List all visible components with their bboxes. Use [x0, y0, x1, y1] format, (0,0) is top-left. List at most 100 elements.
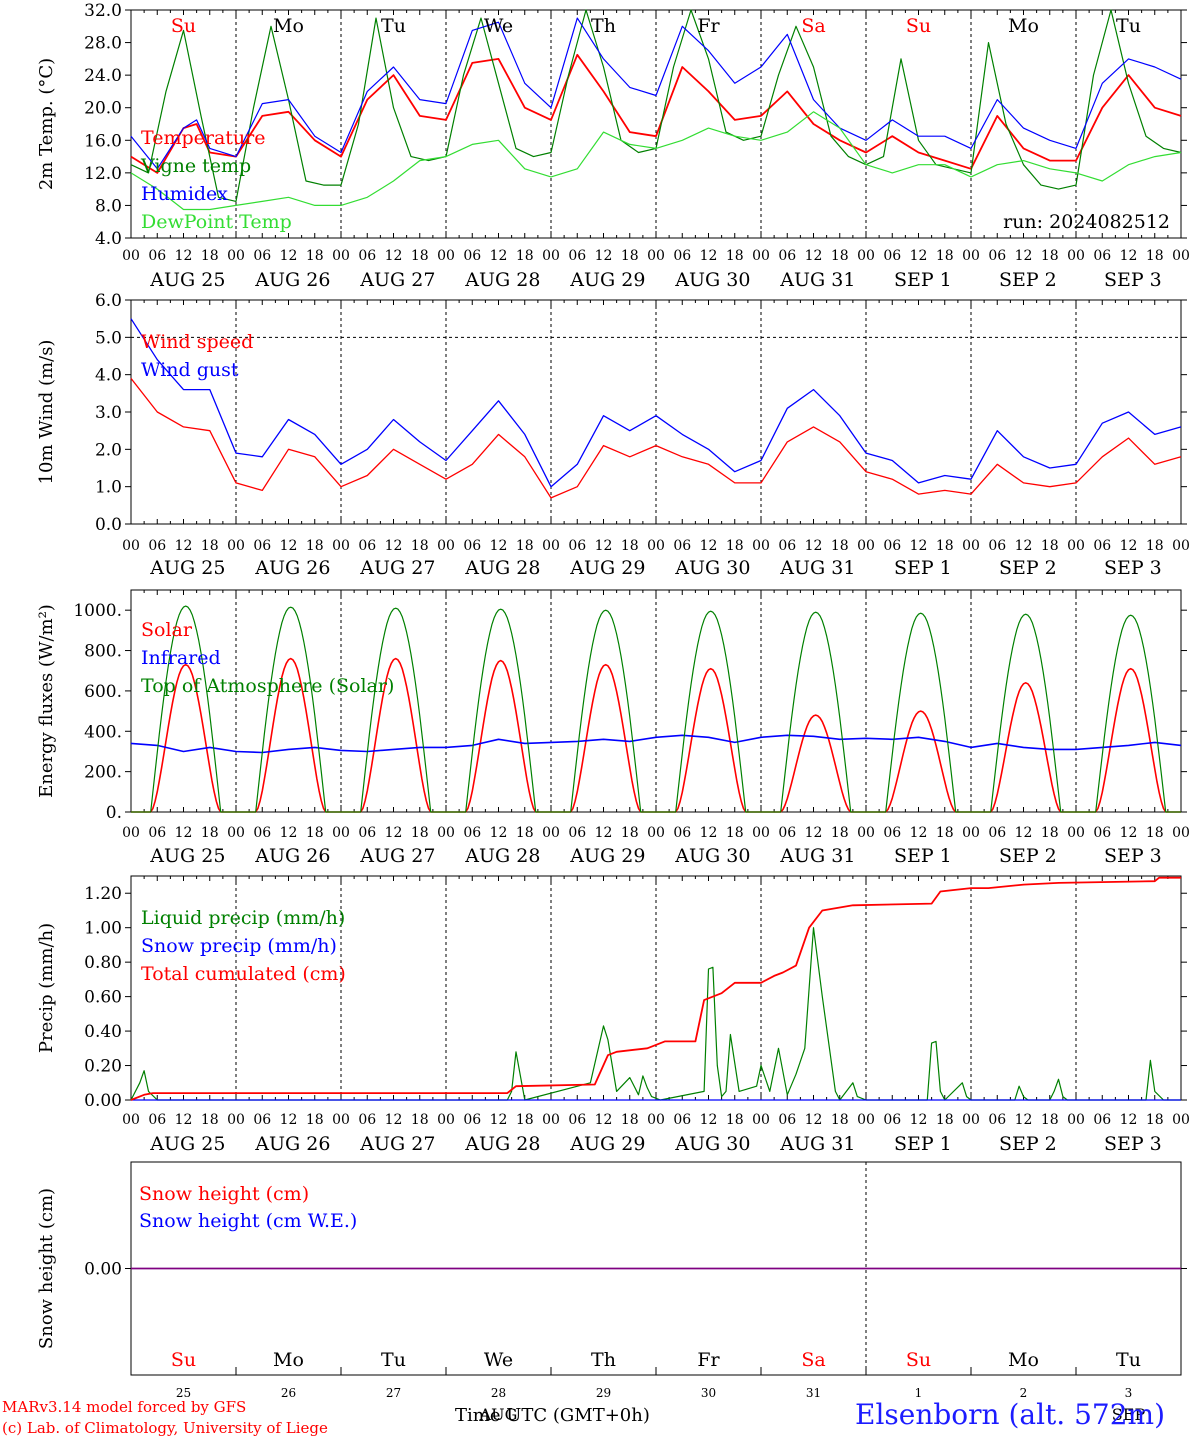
day-name-label: Sa [801, 1349, 825, 1371]
date-label: AUG 25 [149, 557, 225, 579]
hour-tick-label: 18 [201, 538, 219, 554]
day-name-label: Mo [273, 1349, 304, 1371]
hour-tick-label: 06 [988, 1112, 1006, 1128]
hour-tick-label: 18 [411, 248, 429, 264]
y-tick-label: 24.0 [84, 66, 122, 86]
legend-entry: Total cumulated (cm) [141, 963, 346, 985]
date-label: AUG 25 [149, 269, 225, 291]
date-label: AUG 27 [359, 845, 435, 867]
date-label: AUG 30 [674, 845, 750, 867]
hour-tick-label: 00 [122, 825, 140, 841]
hour-tick-label: 06 [568, 248, 586, 264]
hour-tick-label: 18 [831, 538, 849, 554]
y-tick-label: 32.0 [84, 1, 122, 21]
hour-tick-label: 00 [542, 248, 560, 264]
date-label: AUG 30 [674, 1133, 750, 1155]
legend-entry: Temperature [141, 127, 265, 149]
date-label: SEP 2 [999, 269, 1057, 291]
y-tick-label: 0.20 [84, 1057, 122, 1077]
hour-tick-label: 12 [1015, 248, 1033, 264]
hour-tick-label: 06 [673, 825, 691, 841]
hour-tick-label: 18 [936, 538, 954, 554]
legend-entry: Humidex [141, 183, 228, 205]
date-label: AUG 31 [779, 269, 855, 291]
hour-tick-label: 00 [1172, 248, 1190, 264]
hour-tick-label: 18 [516, 248, 534, 264]
date-label: AUG 27 [359, 1133, 435, 1155]
hour-tick-label: 12 [1120, 1112, 1138, 1128]
legend-entry: Snow precip (mm/h) [141, 935, 337, 957]
hour-tick-label: 12 [175, 825, 193, 841]
hour-tick-label: 00 [752, 825, 770, 841]
hour-tick-label: 18 [726, 538, 744, 554]
y-tick-label: 0.60 [84, 988, 122, 1008]
hour-tick-label: 06 [253, 248, 271, 264]
hour-tick-label: 18 [1146, 538, 1164, 554]
hour-tick-label: 18 [411, 538, 429, 554]
day-name-label: Mo [1008, 15, 1039, 37]
series-line [130, 876, 1181, 1101]
series-line [130, 17, 1182, 170]
hour-tick-label: 18 [201, 248, 219, 264]
hour-tick-label: 12 [490, 538, 508, 554]
legend-entry: Solar [141, 619, 193, 641]
day-name-label: Th [591, 15, 616, 37]
hour-tick-label: 12 [910, 825, 928, 841]
hour-tick-label: 12 [805, 248, 823, 264]
day-name-label: Fr [697, 1349, 720, 1371]
y-tick-label: 600. [84, 682, 122, 702]
date-label: SEP 3 [1104, 269, 1162, 291]
hour-tick-label: 00 [437, 248, 455, 264]
hour-tick-label: 00 [332, 538, 350, 554]
hour-tick-label: 18 [411, 1112, 429, 1128]
y-tick-label: 1.20 [84, 884, 122, 904]
series-line [130, 53, 1182, 174]
hour-tick-label: 12 [595, 538, 613, 554]
y-tick-label: 1000. [73, 601, 122, 621]
y-tick-label: 4.0 [95, 229, 122, 249]
hour-tick-label: 12 [805, 538, 823, 554]
day-name-label: Tu [1116, 15, 1141, 37]
hour-tick-label: 00 [962, 248, 980, 264]
hour-tick-label: 00 [542, 1112, 560, 1128]
hour-tick-label: 12 [595, 1112, 613, 1128]
month-label: SEP [1112, 1405, 1146, 1424]
hour-tick-label: 00 [1067, 248, 1085, 264]
hour-tick-label: 06 [988, 825, 1006, 841]
date-label: AUG 27 [359, 557, 435, 579]
hour-tick-label: 06 [778, 248, 796, 264]
hour-tick-label: 12 [1015, 1112, 1033, 1128]
hour-tick-label: 00 [332, 825, 350, 841]
y-tick-label: 5.0 [95, 328, 122, 348]
date-label: AUG 26 [254, 557, 330, 579]
date-label: AUG 26 [254, 269, 330, 291]
hour-tick-label: 00 [437, 538, 455, 554]
y-tick-label: 0.40 [84, 1022, 122, 1042]
hour-tick-label: 06 [358, 825, 376, 841]
y-tick-label: 28.0 [84, 34, 122, 54]
date-label: AUG 28 [464, 845, 540, 867]
hour-tick-label: 06 [148, 248, 166, 264]
legend-entry: Snow height (cm W.E.) [139, 1210, 357, 1232]
hour-tick-label: 18 [621, 248, 639, 264]
date-label: AUG 30 [674, 269, 750, 291]
hour-tick-label: 12 [595, 248, 613, 264]
hour-tick-label: 12 [385, 248, 403, 264]
hour-tick-label: 18 [726, 248, 744, 264]
hour-tick-label: 12 [385, 825, 403, 841]
date-label: AUG 31 [779, 845, 855, 867]
hour-tick-label: 06 [883, 538, 901, 554]
hour-tick-label: 00 [857, 538, 875, 554]
hour-tick-label: 00 [542, 538, 560, 554]
hour-tick-label: 06 [148, 538, 166, 554]
y-axis-label: Snow height (cm) [36, 1188, 57, 1349]
hour-tick-label: 18 [936, 1112, 954, 1128]
series-line [130, 927, 1181, 1101]
hour-tick-label: 12 [910, 538, 928, 554]
hour-tick-label: 06 [883, 248, 901, 264]
copyright-credit: (c) Lab. of Climatology, University of L… [2, 1419, 328, 1437]
hour-tick-label: 06 [673, 538, 691, 554]
hour-tick-label: 18 [306, 1112, 324, 1128]
hour-tick-label: 12 [910, 1112, 928, 1128]
